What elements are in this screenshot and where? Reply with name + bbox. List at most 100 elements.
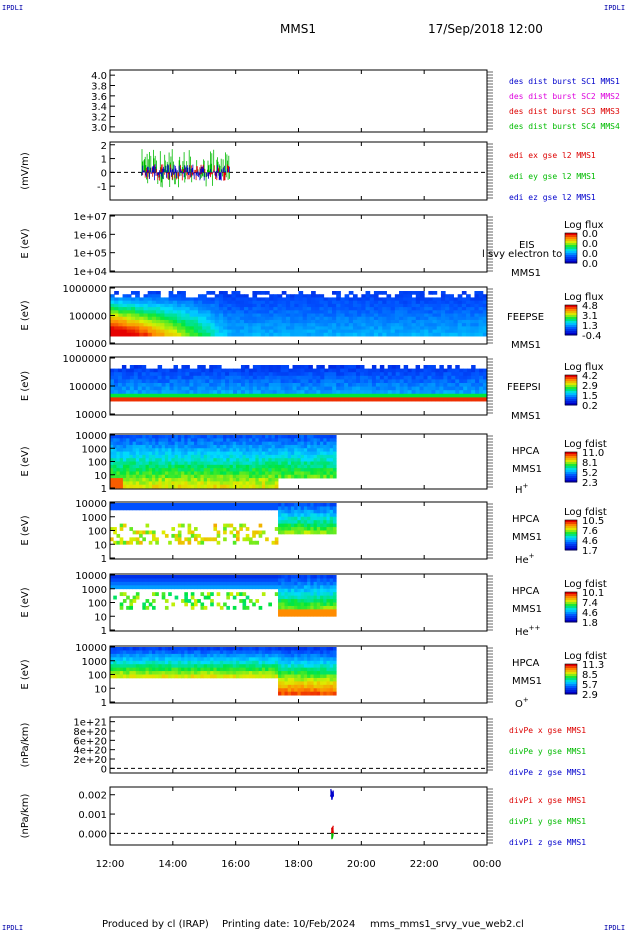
heatmap-cell	[479, 390, 484, 395]
heatmap-cell	[281, 454, 285, 459]
heatmap-cell	[193, 382, 198, 388]
heatmap-cell	[268, 461, 272, 466]
heatmap-cell	[239, 484, 243, 489]
heatmap-cell	[375, 386, 381, 391]
heatmap-cell	[403, 326, 408, 331]
heatmap-cell	[369, 316, 375, 321]
heatmap-cell	[110, 481, 114, 486]
heatmap-cell	[148, 461, 153, 466]
heatmap-cell	[303, 578, 308, 583]
heatmap-cell	[161, 441, 166, 446]
heatmap-cell	[242, 667, 247, 672]
heatmap-cell	[135, 667, 140, 672]
heatmap-cell	[194, 458, 198, 462]
heatmap-cell	[210, 585, 214, 590]
heatmap-cell	[223, 291, 228, 295]
y-tick-label: 10000	[75, 410, 107, 421]
heatmap-cell	[288, 372, 294, 377]
heatmap-cell	[269, 319, 274, 324]
heatmap-cell	[327, 313, 333, 318]
heatmap-cell	[119, 435, 124, 439]
heatmap-cell	[248, 393, 254, 398]
heatmap-cell	[332, 319, 337, 324]
heatmap-cell	[229, 448, 234, 452]
heatmap-cell	[158, 674, 163, 679]
heatmap-cell	[142, 674, 146, 679]
heatmap-cell	[223, 657, 227, 662]
heatmap-cell	[319, 313, 325, 318]
heatmap-cell	[445, 297, 450, 302]
heatmap-cell	[304, 382, 309, 388]
heatmap-cell	[284, 602, 289, 607]
heatmap-cell	[213, 444, 218, 449]
heatmap-cell	[284, 379, 290, 384]
heatmap-cell	[227, 326, 232, 331]
heatmap-cell	[145, 575, 150, 579]
heatmap-cell	[431, 397, 436, 402]
heatmap-cell	[332, 332, 337, 337]
heatmap-cell	[218, 332, 224, 337]
heatmap-cell	[327, 329, 333, 334]
heatmap-cell	[265, 435, 269, 439]
heatmap-cell	[461, 300, 467, 305]
heatmap-cell	[174, 448, 179, 452]
heatmap-cell	[245, 451, 250, 456]
heatmap-cell	[200, 667, 205, 672]
heatmap-cell	[122, 310, 128, 314]
heatmap-cell	[164, 458, 169, 462]
heatmap-cell	[119, 671, 124, 675]
heatmap-cell	[348, 368, 353, 373]
y-tick-label: 1	[101, 626, 107, 637]
heatmap-cell	[194, 660, 198, 665]
heatmap-cell	[428, 291, 434, 295]
heatmap-cell	[210, 319, 216, 324]
colorbar-segment	[565, 327, 577, 330]
heatmap-cell	[177, 451, 182, 456]
heatmap-cell	[210, 674, 214, 679]
heatmap-cell	[236, 441, 240, 446]
heatmap-cell	[145, 474, 150, 479]
heatmap-cell	[278, 575, 282, 579]
colorbar-tick-label: 11.0	[582, 448, 604, 459]
heatmap-cell	[382, 326, 387, 331]
heatmap-cell	[177, 319, 182, 324]
heatmap-cell	[307, 506, 311, 511]
heatmap-cell	[292, 368, 298, 373]
heatmap-cell	[423, 397, 428, 402]
heatmap-cell	[177, 294, 182, 298]
heatmap-cell	[269, 329, 274, 334]
heatmap-cell	[232, 503, 237, 507]
heatmap-cell	[137, 393, 143, 398]
heatmap-cell	[219, 653, 224, 658]
heatmap-cell	[471, 379, 476, 384]
heatmap-cell	[189, 303, 195, 308]
heatmap-cell	[360, 382, 365, 388]
heatmap-cell	[116, 461, 121, 466]
heatmap-cell	[177, 307, 182, 311]
heatmap-cell	[386, 319, 392, 324]
heatmap-cell	[300, 448, 305, 452]
heatmap-cell	[424, 329, 429, 334]
heatmap-cell	[213, 393, 218, 398]
heatmap-cell	[344, 300, 350, 305]
heatmap-cell	[403, 365, 409, 370]
heatmap-cell	[245, 664, 250, 669]
heatmap-cell	[153, 368, 159, 373]
heatmap-cell	[252, 667, 256, 672]
heatmap-cell	[203, 657, 208, 662]
heatmap-cell	[320, 474, 324, 479]
heatmap-cell	[129, 503, 134, 507]
heatmap-cell	[328, 372, 333, 377]
heatmap-cell	[483, 368, 488, 373]
heatmap-cell	[142, 671, 146, 675]
heatmap-cell	[119, 592, 124, 597]
heatmap-cell	[235, 300, 241, 305]
heatmap-cell	[290, 448, 295, 452]
heatmap-cell	[245, 605, 250, 610]
heatmap-cell	[110, 323, 115, 327]
heatmap-cell	[202, 316, 207, 321]
heatmap-cell	[135, 435, 140, 439]
heatmap-cell	[245, 657, 250, 662]
heatmap-cell	[197, 435, 201, 439]
heatmap-cell	[332, 444, 337, 449]
